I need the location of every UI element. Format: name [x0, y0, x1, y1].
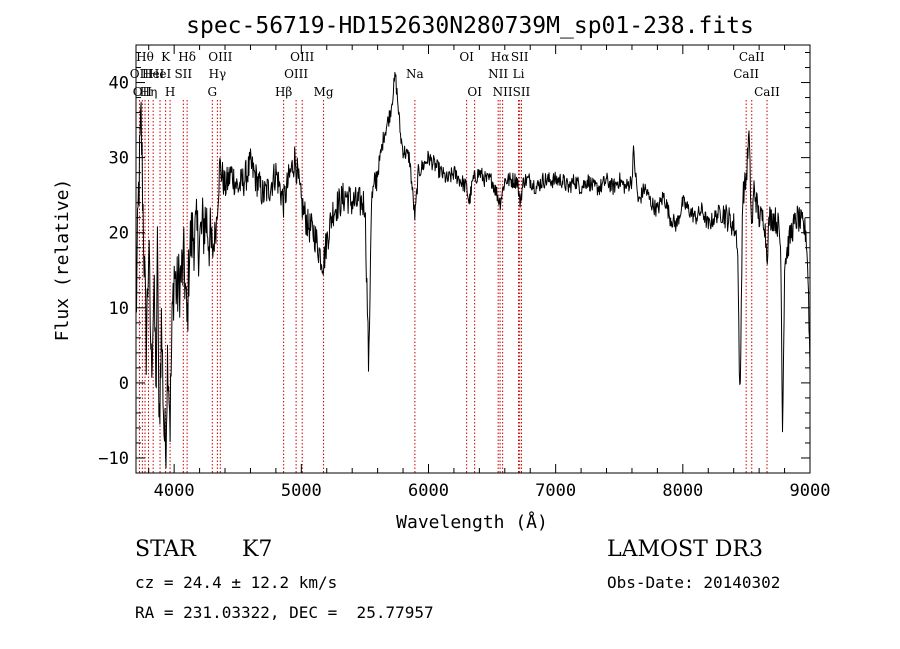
line-marker-label: OI: [459, 50, 474, 64]
line-marker-label: Hθ: [136, 50, 154, 64]
axis-ticks: 4000 5000 6000 7000 8000 9000 −10 0 10 20 30 40: [98, 45, 830, 501]
line-marker-label: HeI: [142, 67, 165, 81]
line-marker-label: Mg: [314, 85, 334, 99]
line-marker-label: OI: [467, 85, 482, 99]
line-marker-label: CaII: [739, 50, 765, 64]
object-subclass: K7: [242, 537, 273, 562]
redshift-velocity: cz = 24.4 ± 12.2 km/s: [135, 573, 338, 592]
y-tick-label: 0: [119, 374, 129, 394]
observation-date: Obs-Date: 20140302: [607, 573, 781, 592]
x-tick-label: 7000: [535, 481, 576, 501]
line-marker-label: H: [165, 85, 175, 99]
line-marker-label: Li: [513, 67, 525, 81]
line-marker-label: NII: [488, 67, 508, 81]
line-marker-label: OIII: [208, 50, 232, 64]
line-marker-label: SII: [174, 67, 192, 81]
line-marker-label: Hβ: [275, 85, 292, 99]
x-tick-label: 4000: [154, 481, 195, 501]
line-marker-label: HeI: [149, 67, 172, 81]
x-tick-label: 8000: [662, 481, 703, 501]
y-tick-label: −10: [98, 449, 129, 469]
x-tick-label: 6000: [408, 481, 449, 501]
coordinates: RA = 231.03322, DEC = 25.77957: [135, 603, 434, 622]
chart-title: spec-56719-HD152630N280739M_sp01-238.fit…: [186, 13, 754, 39]
line-marker-label: NII: [493, 85, 513, 99]
line-marker-label: OIII: [284, 67, 308, 81]
plot-frame: [135, 44, 811, 474]
y-tick-label: 40: [109, 74, 129, 94]
y-axis-label: Flux (relative): [52, 179, 73, 342]
y-tick-label: 20: [109, 224, 129, 244]
line-marker-label: SII: [511, 50, 529, 64]
line-marker-label: Hη: [140, 85, 158, 99]
spectrum-line: [135, 71, 811, 469]
line-marker-label: CaII: [754, 85, 780, 99]
line-marker-label: Hδ: [178, 50, 196, 64]
x-axis-label: Wavelength (Å): [396, 511, 548, 533]
line-marker-label: CaII: [733, 67, 759, 81]
y-tick-label: 10: [109, 299, 129, 319]
x-tick-label: 5000: [281, 481, 322, 501]
survey-name: LAMOST DR3: [607, 537, 763, 562]
line-marker-label: OIII: [290, 50, 314, 64]
line-marker-label: OII: [130, 67, 150, 81]
line-marker-label: Hγ: [209, 67, 227, 81]
line-marker-label: Na: [406, 67, 424, 81]
line-marker-label: SII: [513, 85, 531, 99]
line-marker-label: OII: [133, 85, 153, 99]
y-tick-label: 30: [109, 149, 129, 169]
object-class: STAR: [135, 537, 196, 562]
x-tick-label: 9000: [790, 481, 831, 501]
line-marker-label: G: [208, 85, 218, 99]
line-marker-label: K: [161, 50, 171, 64]
line-marker-label: Hα: [491, 50, 510, 64]
